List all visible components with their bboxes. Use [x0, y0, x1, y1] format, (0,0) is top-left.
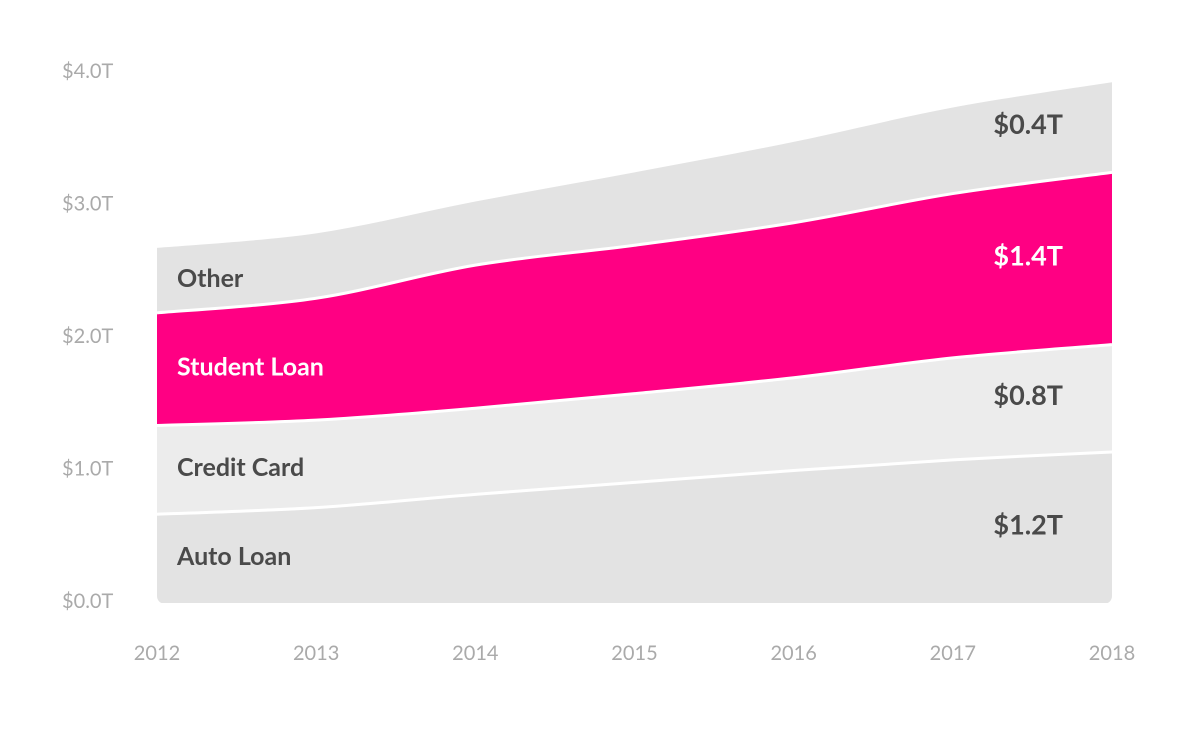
plot-area: [157, 82, 1112, 603]
end-label: $1.2T: [993, 507, 1063, 540]
x-tick-label: 2018: [1089, 641, 1135, 665]
series-name: Other: [177, 263, 244, 293]
boundary-line: [157, 343, 1112, 427]
series-name: Student Loan: [177, 352, 324, 382]
end-label: $1.4T: [993, 238, 1063, 271]
y-tick-label: $2.0T: [62, 324, 114, 348]
y-tick-label: $0.0T: [62, 589, 114, 613]
y-tick-label: $3.0T: [62, 192, 114, 216]
area: [157, 172, 1112, 426]
y-tick-label: $1.0T: [62, 457, 114, 481]
area: [157, 82, 1112, 313]
overlay: $0.0T $1.0T $2.0T $3.0T $4.0T 2012 2013 2014 201…: [62, 59, 1135, 665]
x-tick-label: 2012: [134, 641, 180, 665]
end-label: $0.8T: [993, 378, 1063, 411]
x-tick-label: 2015: [611, 641, 657, 665]
x-tick-label: 2014: [452, 641, 499, 665]
x-tick-label: 2016: [770, 641, 816, 665]
area: [157, 451, 1112, 603]
area: [157, 344, 1112, 515]
x-tick-label: 2013: [293, 641, 339, 665]
end-label: $0.4T: [993, 107, 1063, 140]
series-name: Auto Loan: [176, 541, 291, 571]
series-name: Credit Card: [177, 452, 304, 482]
boundary-line: [157, 170, 1112, 315]
y-tick-label: $4.0T: [62, 59, 114, 83]
x-tick-label: 2017: [930, 641, 976, 665]
boundary-line: [157, 450, 1112, 516]
